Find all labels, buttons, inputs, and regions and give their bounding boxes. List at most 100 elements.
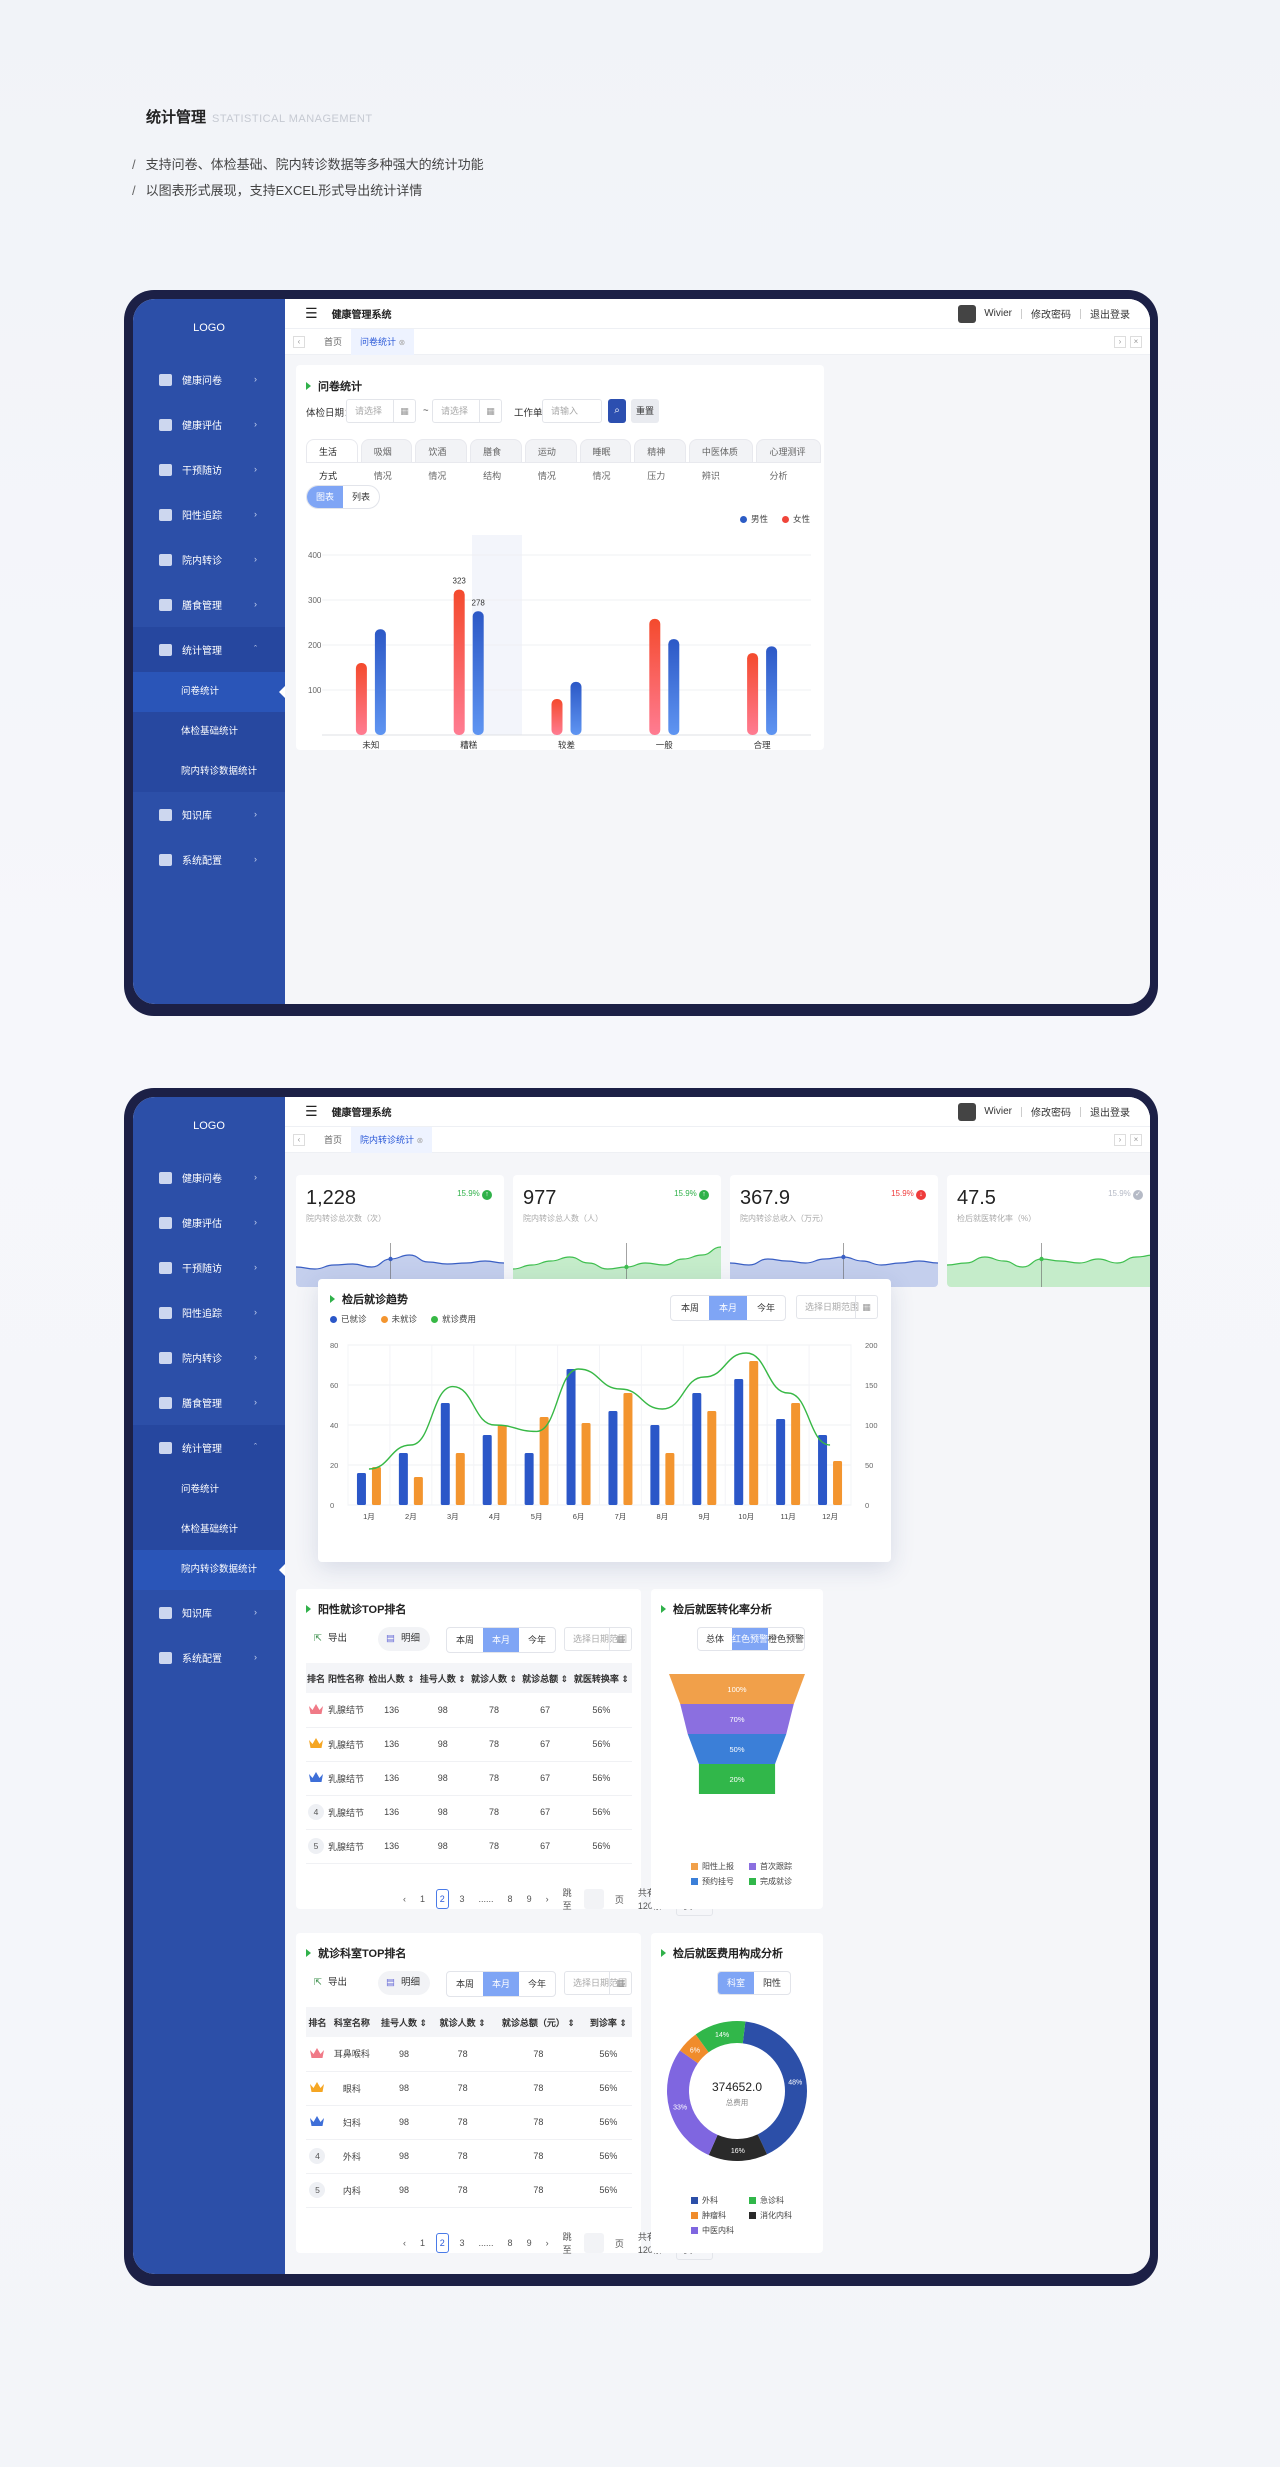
sidebar-item-followup[interactable]: 干预随访 ›: [133, 1245, 285, 1290]
table-row[interactable]: 3妇科98787856%: [306, 2105, 632, 2140]
date-from-input[interactable]: 请选择 ▦: [346, 399, 416, 423]
view-list-button[interactable]: 列表: [351, 492, 370, 502]
prev-page-icon[interactable]: ‹: [403, 2238, 406, 2248]
next-page-icon[interactable]: ›: [545, 1894, 549, 1904]
period-month[interactable]: 本月: [483, 1972, 519, 1996]
period-week[interactable]: 本周: [680, 1303, 699, 1313]
tab-home[interactable]: 首页: [324, 336, 343, 347]
jump-input[interactable]: [584, 1889, 604, 1909]
table-row[interactable]: 5 乳腺结节 136 98 78 67 56%: [306, 1829, 632, 1864]
menu-icon[interactable]: ☰: [305, 305, 318, 321]
sidebar-item-diet[interactable]: 膳食管理 ›: [133, 582, 285, 627]
user-name[interactable]: Wivier: [984, 1106, 1012, 1117]
tab-orange-warning[interactable]: 橙色预警: [768, 1634, 805, 1644]
tab-next-icon[interactable]: ›: [1114, 336, 1126, 348]
page-number[interactable]: 9: [526, 1894, 532, 1904]
sidebar-item-statistics[interactable]: 统计管理 ˆ: [133, 1425, 285, 1470]
sidebar-subitem-exam-stats[interactable]: 体检基础统计: [181, 726, 239, 737]
tab-overall[interactable]: 总体: [705, 1634, 724, 1644]
sidebar-subitem-questionnaire-stats[interactable]: 问卷统计: [133, 672, 285, 712]
avatar[interactable]: [958, 304, 977, 323]
subtab-tcm[interactable]: 中医体质辨识: [688, 439, 754, 481]
table-row[interactable]: 4 乳腺结节 136 98 78 67 56%: [306, 1795, 632, 1830]
reset-button[interactable]: 重置: [631, 399, 659, 423]
sidebar-item-config[interactable]: 系统配置 ›: [133, 837, 285, 882]
subtab-diet[interactable]: 膳食结构: [470, 439, 522, 481]
sidebar-subitem-exam-stats[interactable]: 体检基础统计: [181, 1524, 239, 1535]
column-header[interactable]: 挂号人数 ⇕: [417, 1663, 469, 1693]
date-range-input[interactable]: 选择日期范围 ▦: [564, 1627, 632, 1651]
sidebar-item-diet[interactable]: 膳食管理 ›: [133, 1380, 285, 1425]
change-password-link[interactable]: 修改密码: [1031, 1108, 1071, 1119]
change-password-link[interactable]: 修改密码: [1031, 310, 1071, 321]
period-month[interactable]: 本月: [483, 1628, 519, 1652]
subtab-lifestyle[interactable]: 生活方式: [306, 439, 358, 481]
jump-input[interactable]: [584, 2233, 604, 2253]
tab-home[interactable]: 首页: [324, 1134, 343, 1145]
column-header[interactable]: 到诊率 ⇕: [584, 2007, 632, 2037]
subtab-stress[interactable]: 精神压力: [634, 439, 686, 481]
prev-page-icon[interactable]: ‹: [403, 1894, 406, 1904]
search-button[interactable]: ⌕: [608, 399, 626, 423]
page-number[interactable]: ......: [478, 2238, 494, 2248]
tab-prev-icon[interactable]: ‹: [293, 1133, 305, 1146]
user-name[interactable]: Wivier: [984, 308, 1012, 319]
sidebar-subitem-referral-stats[interactable]: 院内转诊数据统计: [133, 1550, 285, 1590]
page-number[interactable]: 3: [459, 1894, 465, 1904]
menu-icon[interactable]: ☰: [305, 1103, 318, 1119]
export-button[interactable]: ⇱ 导出: [314, 1977, 347, 1988]
period-month[interactable]: 本月: [709, 1296, 747, 1320]
tab-close-all-icon[interactable]: ×: [1130, 1134, 1142, 1146]
next-page-icon[interactable]: ›: [545, 2238, 549, 2248]
tab-prev-icon[interactable]: ‹: [293, 335, 305, 348]
sidebar-item-assessment[interactable]: 健康评估 ›: [133, 402, 285, 447]
column-header[interactable]: 就诊总额 ⇕: [519, 1663, 571, 1693]
sidebar-item-knowledge[interactable]: 知识库 ›: [133, 1590, 285, 1635]
table-row[interactable]: 1乳腺结节13698786756%: [306, 1693, 632, 1728]
page-number[interactable]: 2: [436, 1889, 449, 1909]
sidebar-item-statistics[interactable]: 统计管理 ˆ: [133, 627, 285, 672]
sidebar-subitem-questionnaire-stats[interactable]: 问卷统计: [181, 1484, 220, 1495]
period-year[interactable]: 今年: [756, 1303, 775, 1313]
logout-link[interactable]: 退出登录: [1090, 310, 1130, 321]
sidebar-item-positive[interactable]: 阳性追踪 ›: [133, 492, 285, 537]
subtab-drinking[interactable]: 饮酒情况: [415, 439, 468, 481]
tab-positive[interactable]: 阳性: [762, 1978, 781, 1988]
view-chart-button[interactable]: 图表: [307, 486, 343, 508]
page-number[interactable]: 1: [420, 2238, 426, 2248]
date-to-input[interactable]: 请选择 ▦: [432, 399, 502, 423]
table-row[interactable]: 3乳腺结节13698786756%: [306, 1761, 632, 1796]
tab-red-warning[interactable]: 红色预警: [732, 1628, 768, 1650]
avatar[interactable]: [958, 1102, 977, 1121]
date-range-input[interactable]: 选择日期范围 ▦: [564, 1971, 632, 1995]
sidebar-item-assessment[interactable]: 健康评估 ›: [133, 1200, 285, 1245]
sidebar-subitem-referral-stats[interactable]: 院内转诊数据统计: [181, 766, 258, 777]
column-header[interactable]: 就医转换率 ⇕: [570, 1663, 632, 1693]
logout-link[interactable]: 退出登录: [1090, 1108, 1130, 1119]
table-row[interactable]: 2乳腺结节13698786756%: [306, 1727, 632, 1762]
page-number[interactable]: 9: [526, 2238, 532, 2248]
sidebar-item-referral[interactable]: 院内转诊 ›: [133, 1335, 285, 1380]
page-number[interactable]: 2: [436, 2233, 449, 2253]
export-button[interactable]: ⇱ 导出: [314, 1633, 347, 1644]
subtab-smoking[interactable]: 吸烟情况: [360, 439, 413, 481]
table-row[interactable]: 4 外科 98 78 78 56%: [306, 2139, 632, 2174]
tab-questionnaire-stats[interactable]: 问卷统计 ⊗: [351, 328, 415, 355]
page-number[interactable]: ......: [478, 1894, 494, 1904]
sidebar-item-referral[interactable]: 院内转诊 ›: [133, 537, 285, 582]
page-number[interactable]: 3: [459, 2238, 465, 2248]
detail-button[interactable]: ▤ 明细: [378, 1627, 430, 1651]
sidebar-item-questionnaire[interactable]: 健康问卷 ›: [133, 1155, 285, 1200]
column-header[interactable]: 挂号人数 ⇕: [374, 2007, 434, 2037]
column-header[interactable]: 就诊人数 ⇕: [468, 1663, 520, 1693]
tab-referral-stats[interactable]: 院内转诊统计 ⊗: [351, 1126, 433, 1153]
tab-next-icon[interactable]: ›: [1114, 1134, 1126, 1146]
column-header[interactable]: 就诊人数 ⇕: [433, 2007, 492, 2037]
sidebar-item-questionnaire[interactable]: 健康问卷 ›: [133, 357, 285, 402]
table-row[interactable]: 1耳鼻喉科98787856%: [306, 2037, 632, 2072]
page-number[interactable]: 1: [420, 1894, 426, 1904]
tab-department[interactable]: 科室: [718, 1972, 754, 1994]
close-icon[interactable]: ⊗: [398, 337, 406, 347]
subtab-exercise[interactable]: 运动情况: [524, 439, 577, 481]
date-range-input[interactable]: 选择日期范围 ▦: [796, 1295, 878, 1319]
